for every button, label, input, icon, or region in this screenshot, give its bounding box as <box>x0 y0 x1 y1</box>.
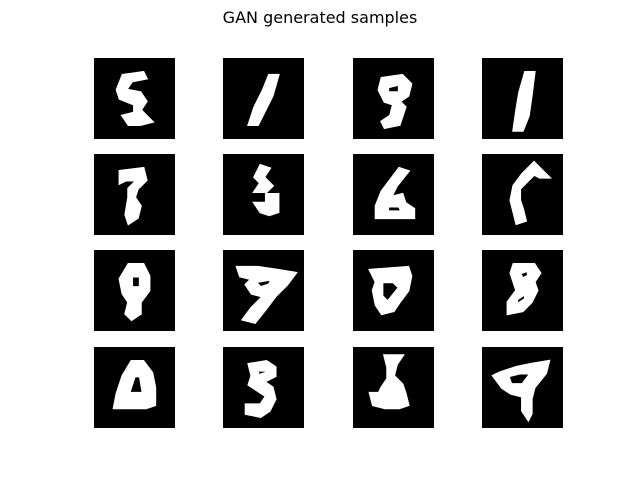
sample-image-12 <box>94 347 175 428</box>
sample-image-5 <box>223 154 304 235</box>
sample-image-13 <box>223 347 304 428</box>
sample-image-8 <box>94 250 175 331</box>
sample-image-15 <box>482 347 563 428</box>
sample-image-2 <box>353 58 434 139</box>
sample-image-7 <box>482 154 563 235</box>
sample-image-3 <box>482 58 563 139</box>
sample-image-10 <box>353 250 434 331</box>
figure-title: GAN generated samples <box>222 8 418 27</box>
sample-image-1 <box>223 58 304 139</box>
sample-image-9 <box>223 250 304 331</box>
sample-image-4 <box>94 154 175 235</box>
sample-image-14 <box>353 347 434 428</box>
sample-image-0 <box>94 58 175 139</box>
sample-image-6 <box>353 154 434 235</box>
sample-image-11 <box>482 250 563 331</box>
